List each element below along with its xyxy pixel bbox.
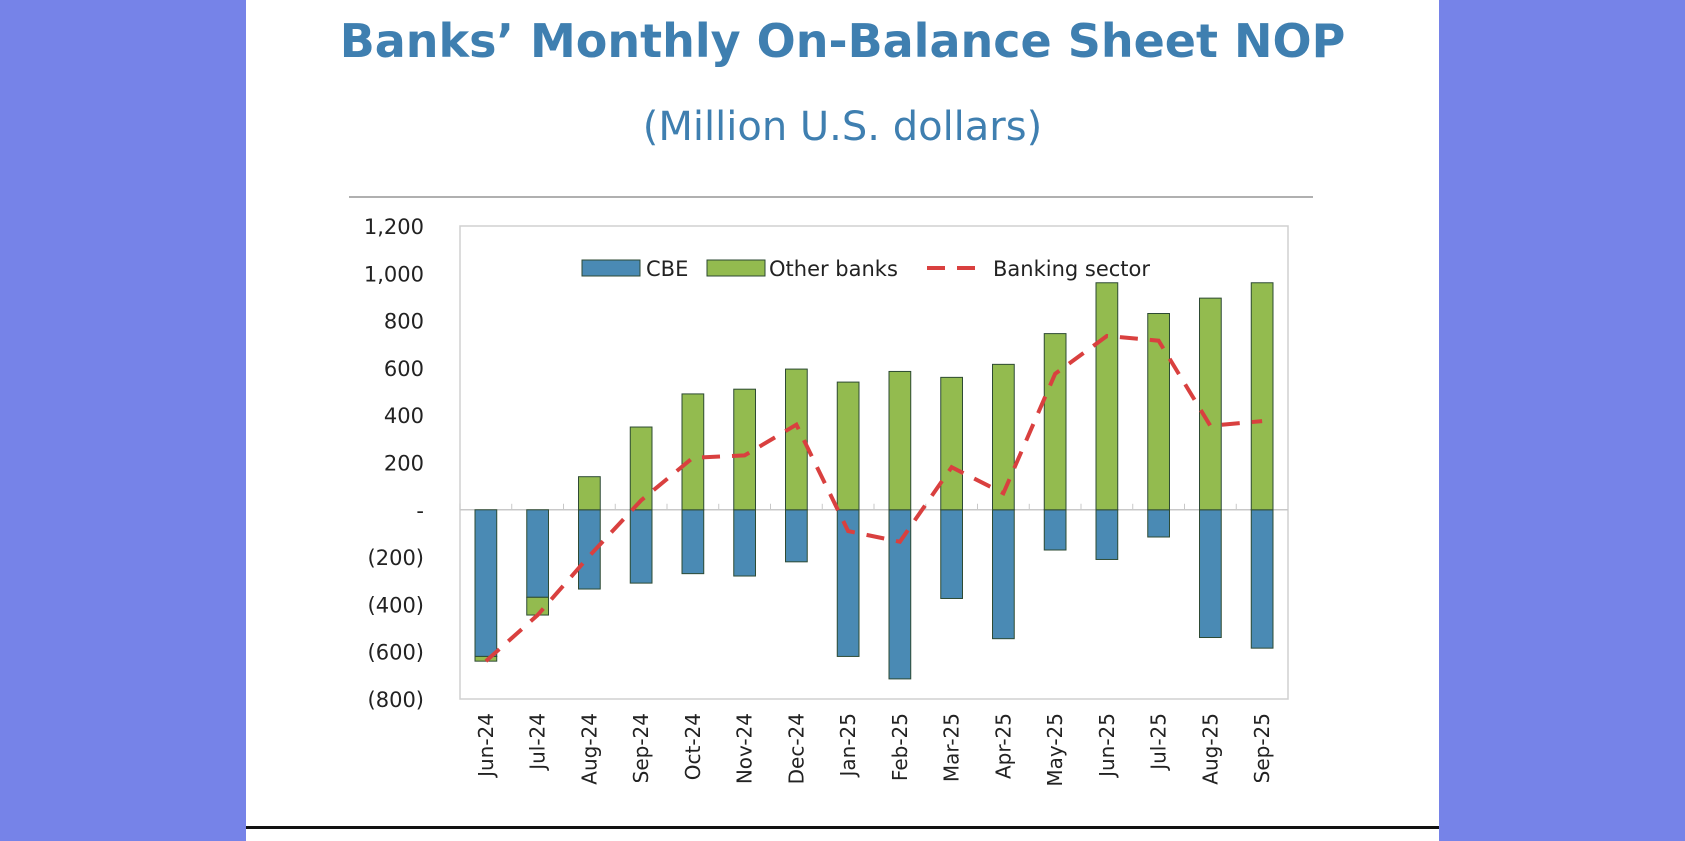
x-tick-label: Oct-24 bbox=[681, 713, 705, 780]
chart-title: Banks’ Monthly On-Balance Sheet NOP bbox=[339, 14, 1346, 68]
x-tick-label: Sep-25 bbox=[1250, 713, 1274, 783]
other-banks-bar bbox=[1250, 282, 1274, 511]
y-tick-label: (600) bbox=[368, 641, 424, 665]
y-tick-label: 400 bbox=[384, 404, 424, 428]
other-banks-bar bbox=[629, 426, 653, 511]
other-banks-bar bbox=[681, 393, 705, 511]
cbe-bar bbox=[1250, 509, 1274, 649]
cbe-bar bbox=[681, 509, 705, 575]
legend-swatch-cbe bbox=[581, 259, 641, 277]
other-banks-bar bbox=[1043, 333, 1067, 511]
y-tick-label: 1,000 bbox=[364, 262, 424, 286]
y-tick-label: - bbox=[416, 499, 424, 523]
cbe-bar bbox=[1095, 509, 1119, 560]
x-tick-label: Apr-25 bbox=[991, 713, 1015, 779]
cbe-bar bbox=[629, 509, 653, 584]
x-tick-label: Sep-24 bbox=[629, 713, 653, 783]
plot-frame bbox=[459, 225, 1289, 700]
cbe-bar bbox=[526, 509, 549, 598]
y-tick-label: 800 bbox=[384, 310, 424, 334]
x-tick-label: Jul-24 bbox=[526, 713, 550, 772]
cbe-bar bbox=[733, 509, 756, 577]
x-tick-label: May-25 bbox=[1043, 713, 1067, 787]
chart-subtitle: (Million U.S. dollars) bbox=[642, 104, 1043, 150]
cbe-bar bbox=[1199, 509, 1222, 639]
banking-sector-line bbox=[484, 333, 1263, 663]
other-banks-bar bbox=[836, 381, 860, 511]
legend-swatch-other-banks bbox=[706, 259, 766, 277]
x-tick-label: Jul-25 bbox=[1147, 713, 1171, 772]
x-tick-label: Dec-24 bbox=[784, 713, 808, 784]
other-banks-bar bbox=[733, 388, 756, 511]
y-tick-label: 1,200 bbox=[364, 215, 424, 239]
bottom-divider bbox=[246, 826, 1439, 829]
x-tick-label: Jan-25 bbox=[836, 713, 860, 779]
cbe-bar bbox=[992, 509, 1015, 640]
y-tick-label: (200) bbox=[368, 546, 424, 570]
y-tick-label: 600 bbox=[384, 357, 424, 381]
other-banks-bar bbox=[1095, 282, 1119, 511]
other-banks-bar bbox=[578, 476, 601, 511]
other-banks-bar bbox=[940, 376, 963, 511]
y-tick-label: (400) bbox=[368, 593, 424, 617]
cbe-bar bbox=[940, 509, 963, 599]
legend-label-cbe: CBE bbox=[646, 257, 688, 281]
other-banks-bar bbox=[785, 368, 808, 511]
x-tick-label: Mar-25 bbox=[940, 713, 964, 782]
x-tick-label: Aug-24 bbox=[577, 713, 601, 785]
legend-label-other-banks: Other banks bbox=[769, 257, 898, 281]
cbe-bar bbox=[474, 509, 498, 657]
other-banks-bar bbox=[888, 370, 912, 511]
x-tick-label: Jun-25 bbox=[1095, 713, 1119, 779]
x-tick-label: Jun-24 bbox=[474, 713, 498, 779]
x-tick-label: Nov-24 bbox=[733, 713, 757, 784]
cbe-bar bbox=[1043, 509, 1067, 551]
y-tick-label: (800) bbox=[368, 688, 424, 712]
cbe-bar bbox=[1147, 509, 1170, 538]
other-banks-bar bbox=[1199, 297, 1222, 511]
cbe-bar bbox=[785, 509, 808, 563]
divider bbox=[349, 196, 1313, 198]
other-banks-bar bbox=[992, 363, 1015, 511]
legend-label-banking-sector: Banking sector bbox=[993, 257, 1150, 281]
x-tick-label: Feb-25 bbox=[888, 713, 912, 781]
chart-panel: Banks’ Monthly On-Balance Sheet NOP (Mil… bbox=[246, 0, 1439, 841]
other-banks-bar bbox=[1147, 313, 1170, 511]
y-tick-label: 200 bbox=[384, 452, 424, 476]
x-tick-label: Aug-25 bbox=[1198, 713, 1222, 785]
cbe-bar bbox=[888, 509, 912, 680]
